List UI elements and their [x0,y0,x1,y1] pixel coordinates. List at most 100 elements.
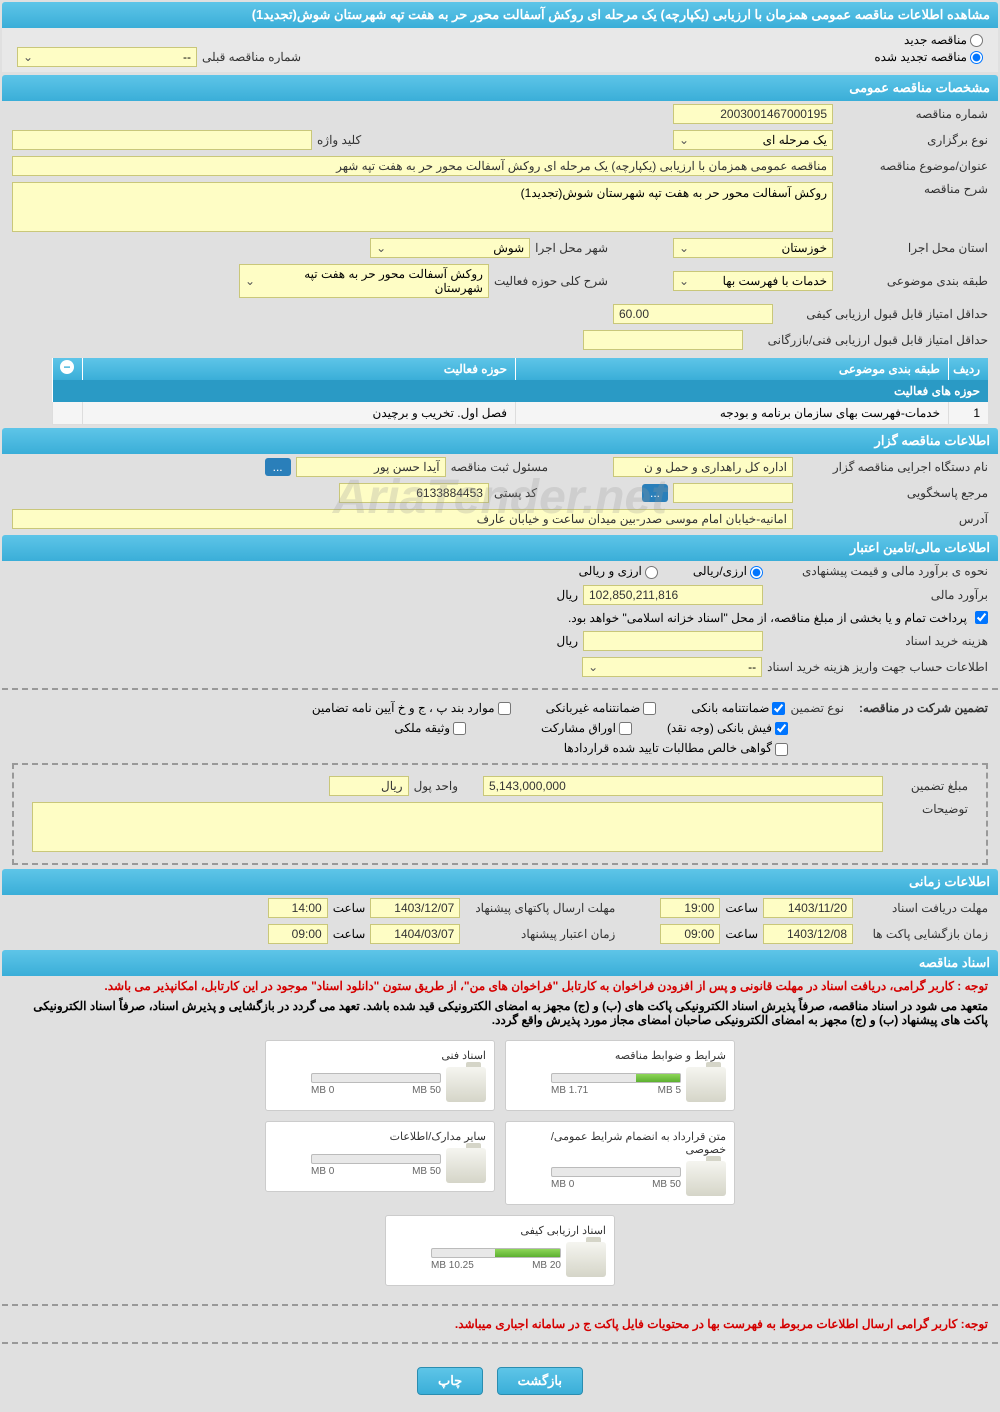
description-field[interactable]: روکش آسفالت محور حر به هفت تپه شهرستان ش… [12,182,833,232]
guarantee-unit-field: ریال [329,776,409,796]
doc-used: 1.71 MB [551,1085,588,1096]
doc-card[interactable]: اسناد فنی50 MB0 MB [265,1040,495,1111]
response-ref-field[interactable] [673,483,793,503]
city-dropdown[interactable]: شوش ⌄ [370,238,530,258]
quality-score-label: حداقل امتیاز قابل قبول ارزیابی کیفی [778,307,988,321]
send-deadline-label: مهلت ارسال پاکتهای پیشنهاد [465,901,615,915]
doc-cost-field[interactable] [583,631,763,651]
progress-bar [311,1073,441,1083]
ellipsis-button[interactable]: ... [642,484,668,502]
print-button[interactable]: چاپ [417,1367,483,1395]
doc-total: 50 MB [652,1179,681,1190]
doc-card[interactable]: شرایط و ضوابط مناقصه5 MB1.71 MB [505,1040,735,1111]
payment-note: پرداخت تمام و یا بخشی از مبلغ مناقصه، از… [568,611,967,625]
doc-total: 5 MB [658,1085,681,1096]
prev-number-label: شماره مناقصه قبلی [202,50,301,64]
activity-table-header: ردیف طبقه بندی موضوعی حوزه فعالیت − [52,358,988,380]
chk-nonbank[interactable]: ضمانتنامه غیربانکی [546,701,657,715]
chk-bond-cases[interactable]: موارد بند پ ، ج و خ آیین نامه تضامین [312,701,511,715]
send-date-field: 1403/12/07 [370,898,460,918]
doc-used: 10.25 MB [431,1260,474,1271]
doc-total: 50 MB [412,1085,441,1096]
description-label: شرح مناقصه [838,182,988,196]
doc-total: 20 MB [532,1260,561,1271]
table-row: 1 خدمات-فهرست بهای سازمان برنامه و بودجه… [52,402,988,425]
chk-bank-receipt[interactable]: فیش بانکی (وجه نقد) [667,721,788,735]
province-dropdown[interactable]: خوزستان ⌄ [673,238,833,258]
doc-total: 50 MB [412,1166,441,1177]
category-dropdown[interactable]: خدمات با فهرست بها ⌄ [673,271,833,291]
tech-score-field[interactable] [583,330,743,350]
radio-renewed-label: مناقصه تجدید شده [874,50,967,64]
section-time-title: اطلاعات زمانی [2,869,998,895]
main-title: مشاهده اطلاعات مناقصه عمومی همزمان با ار… [2,2,998,28]
account-info-dropdown[interactable]: -- ⌄ [582,657,762,677]
guarantee-notes-field[interactable] [32,802,883,852]
activity-desc-dropdown[interactable]: روکش آسفالت محور حر به هفت تپه شهرستان ⌄ [239,264,489,298]
org-name-label: نام دستگاه اجرایی مناقصه گزار [798,460,988,474]
response-ref-label: مرجع پاسخگویی [798,486,988,500]
radio-currency[interactable]: ارزی و ریالی [579,564,658,578]
subject-label: عنوان/موضوع مناقصه [838,159,988,173]
province-label: استان محل اجرا [838,241,988,255]
estimate-field: 102,850,211,816 [583,585,763,605]
doc-used: 0 MB [311,1166,334,1177]
chk-bonds[interactable]: اوراق مشارکت [541,721,632,735]
divider [2,1342,998,1344]
radio-new-label: مناقصه جدید [904,33,967,47]
section-docs-title: اسناد مناقصه [2,950,998,976]
doc-card[interactable]: متن قرارداد به انضمام شرایط عمومی/خصوصی 5… [505,1121,735,1205]
doc-card-title: اسناد ارزیابی کیفی [394,1224,606,1237]
folder-icon [566,1242,606,1277]
receive-date-field: 1403/11/20 [763,898,853,918]
address-field: امانیه-خیابان امام موسی صدر-بین میدان سا… [12,509,793,529]
prev-number-dropdown[interactable]: -- ⌄ [17,47,197,67]
chk-certificate[interactable]: گواهی خالص مطالبات تایید شده قراردادها [564,741,788,755]
divider [2,1304,998,1306]
guarantee-type-label: نوع تضمین [790,701,843,715]
ellipsis-button[interactable]: ... [265,458,291,476]
doc-card[interactable]: اسناد ارزیابی کیفی 20 MB 10.25 MB [385,1215,615,1286]
chevron-down-icon: ⌄ [23,50,33,64]
validity-time-field: 09:00 [268,924,328,944]
doc-card-title: متن قرارداد به انضمام شرایط عمومی/خصوصی [514,1130,726,1156]
receive-time-field: 19:00 [660,898,720,918]
subject-field[interactable]: مناقصه عمومی همزمان با ارزیابی (یکپارچه)… [12,156,833,176]
chk-property[interactable]: وثیقه ملکی [394,721,466,735]
doc-cost-label: هزینه خرید اسناد [768,634,988,648]
divider [2,688,998,690]
collapse-icon[interactable]: − [60,360,74,374]
account-info-label: اطلاعات حساب جهت واریز هزینه خرید اسناد [767,660,988,674]
guarantee-amount-field: 5,143,000,000 [483,776,883,796]
progress-bar [551,1167,681,1177]
section-financial-title: اطلاعات مالی/تامین اعتبار [2,535,998,561]
keyword-field[interactable] [12,130,312,150]
docs-footer-note: توجه: کاربر گرامی ارسال اطلاعات مربوط به… [2,1314,998,1334]
validity-label: زمان اعتبار پیشنهاد [465,927,615,941]
quality-score-field[interactable]: 60.00 [613,304,773,324]
validity-date-field: 1404/03/07 [370,924,460,944]
folder-icon [446,1148,486,1183]
chk-bank-guarantee[interactable]: ضمانتنامه بانکی [691,701,785,715]
progress-bar [551,1073,681,1083]
radio-new-tender[interactable]: مناقصه جدید [904,33,983,47]
activity-desc-label: شرح کلی حوزه فعالیت [494,274,608,288]
tender-number-field: 2003001467000195 [673,104,833,124]
guarantee-notes-label: توضیحات [888,802,968,816]
type-dropdown[interactable]: یک مرحله ای ⌄ [673,130,833,150]
org-name-field: اداره کل راهداری و حمل و ن [613,457,793,477]
radio-rial[interactable]: ارزی/ریالی [693,564,763,578]
radio-renewed-tender[interactable]: مناقصه تجدید شده [874,50,983,64]
responsible-label: مسئول ثبت مناقصه [451,460,548,474]
folder-icon [686,1067,726,1102]
back-button[interactable]: بازگشت [497,1367,583,1395]
payment-checkbox[interactable] [975,611,988,624]
guarantee-unit-label: واحد پول [414,779,458,793]
doc-card-title: سایر مدارک/اطلاعات [274,1130,486,1143]
folder-icon [446,1067,486,1102]
chevron-down-icon: ⌄ [679,133,689,147]
postal-label: کد پستی [494,486,537,500]
guarantee-amount-label: مبلغ تضمین [888,779,968,793]
tech-score-label: حداقل امتیاز قابل قبول ارزیابی فنی/بازرگ… [748,333,988,347]
doc-card[interactable]: سایر مدارک/اطلاعات 50 MB 0 MB [265,1121,495,1192]
